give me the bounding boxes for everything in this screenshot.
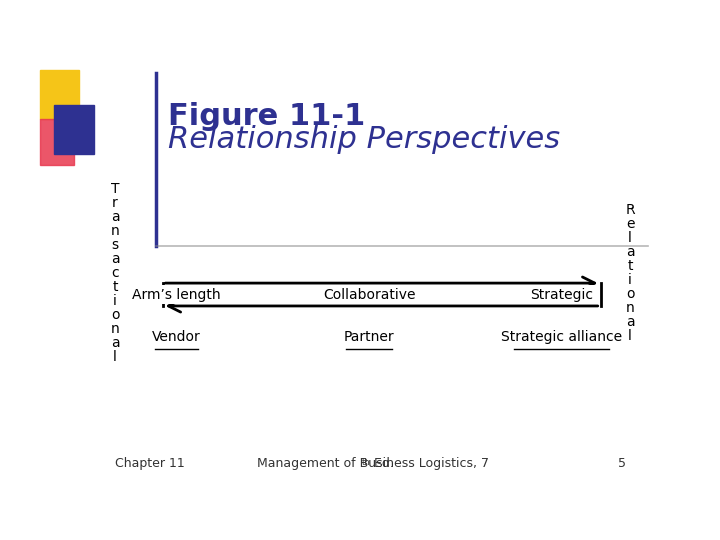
Text: Figure 11-1: Figure 11-1 (168, 102, 365, 131)
Text: Relationship Perspectives: Relationship Perspectives (168, 125, 560, 154)
Text: th: th (362, 458, 371, 467)
Text: Vendor: Vendor (152, 330, 201, 344)
Text: Strategic alliance: Strategic alliance (501, 330, 622, 344)
Text: Arm’s length: Arm’s length (132, 287, 221, 301)
Text: Ed.: Ed. (369, 457, 394, 470)
Text: Strategic: Strategic (530, 287, 593, 301)
Text: T
r
a
n
s
a
c
t
i
o
n
a
l: T r a n s a c t i o n a l (111, 181, 120, 364)
Text: 5: 5 (618, 457, 626, 470)
Text: Chapter 11: Chapter 11 (115, 457, 185, 470)
Text: Partner: Partner (343, 330, 395, 344)
Text: Collaborative: Collaborative (323, 287, 415, 301)
Text: Management of Business Logistics, 7: Management of Business Logistics, 7 (258, 457, 490, 470)
Text: R
e
l
a
t
i
o
n
a
l: R e l a t i o n a l (626, 202, 635, 343)
